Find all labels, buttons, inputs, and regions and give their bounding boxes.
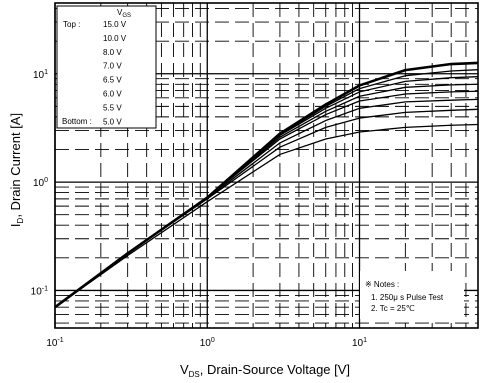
legend: VGS Top : Bottom : 15.0 V 10.0 V 8.0 V 7.0 …	[56, 5, 157, 129]
legend-entries: 15.0 V 10.0 V 8.0 V 7.0 V 6.5 V 6.0 V 5.5 V 5.0…	[103, 20, 127, 126]
legend-entry: 5.5 V	[103, 103, 122, 112]
legend-entry: 10.0 V	[103, 34, 127, 43]
series-line-5-5-v	[54, 108, 479, 308]
legend-entry: 7.0 V	[103, 62, 122, 71]
y-tick-label: 10-1	[31, 285, 48, 297]
legend-entry: 8.0 V	[103, 48, 122, 57]
x-axis-title: VDS, Drain-Source Voltage [V]	[180, 362, 350, 379]
notes-box: ※ Notes : 1. 250μ s Pulse Test 2. Tc = 2…	[360, 271, 464, 319]
y-tick-label: 101	[33, 69, 48, 81]
x-tick-label: 101	[352, 337, 367, 349]
x-tick-label: 100	[200, 337, 215, 349]
x-tick-labels: 10-1 100 101	[46, 337, 367, 349]
notes-title: ※ Notes :	[365, 280, 399, 289]
legend-entry: 6.0 V	[103, 90, 122, 99]
series-line-5-0-v	[54, 123, 479, 308]
legend-bottom-label: Bottom :	[62, 117, 92, 126]
legend-entry: 15.0 V	[103, 20, 127, 29]
plot-frame	[54, 2, 479, 329]
x-tick-label: 10-1	[46, 337, 63, 349]
y-tick-labels: 10-1 100 101	[31, 69, 48, 298]
legend-entry: 5.0 V	[103, 117, 122, 126]
notes-line-2: 2. Tc = 25℃	[371, 304, 415, 313]
y-tick-label: 100	[33, 177, 48, 189]
legend-box	[56, 5, 157, 129]
curves	[54, 61, 479, 309]
legend-top-label: Top :	[63, 20, 80, 29]
legend-entry: 6.5 V	[103, 76, 122, 85]
y-axis-title: ID, Drain Current [A]	[8, 113, 25, 227]
legend-header: VGS	[117, 8, 131, 19]
notes-line-1: 1. 250μ s Pulse Test	[371, 293, 444, 302]
